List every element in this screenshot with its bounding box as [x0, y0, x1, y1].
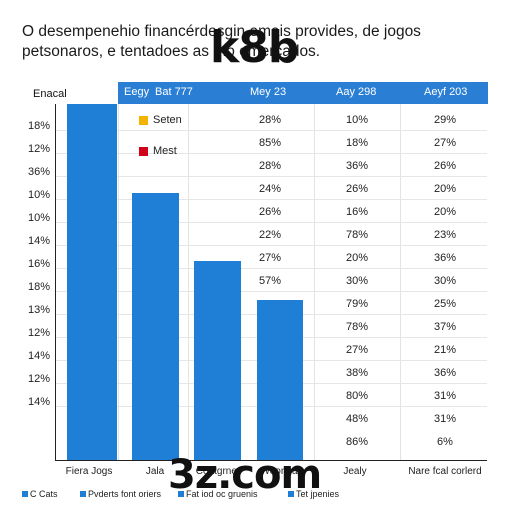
grid-line-horizontal — [55, 291, 487, 292]
table-cell: 28% — [258, 114, 282, 126]
table-cell: 10% — [345, 114, 369, 126]
table-cell: 79% — [345, 298, 369, 310]
y-tick-label: 12% — [28, 327, 51, 339]
grid-line-vertical — [118, 104, 119, 460]
footer-item-2: Fat iod oc gruenis — [186, 489, 258, 499]
x-label-2: Coatgrner — [195, 466, 241, 477]
grid-line-horizontal — [55, 153, 487, 154]
grid-line-horizontal — [55, 268, 487, 269]
table-cell: 20% — [345, 252, 369, 264]
footer-swatch-1 — [80, 491, 86, 497]
table-cell: 18% — [345, 137, 369, 149]
y-tick-label: 13% — [28, 304, 51, 316]
x-label-extra-0: Jealy — [343, 466, 367, 477]
header-col-3: Aay 298 — [336, 86, 377, 98]
header-col-0: Eegy — [124, 86, 150, 98]
table-cell: 30% — [345, 275, 369, 287]
table-cell: 26% — [433, 160, 457, 172]
bar-2 — [194, 260, 241, 460]
watermark-bottom: 3z.com — [168, 452, 322, 498]
x-label-0: Fiera Jogs — [65, 466, 113, 477]
bar-3 — [257, 299, 303, 460]
y-tick-label: 14% — [28, 350, 51, 362]
grid-line-vertical — [188, 104, 189, 460]
table-cell: 36% — [433, 252, 457, 264]
table-cell: 80% — [345, 390, 369, 402]
y-tick-label: 18% — [28, 120, 51, 132]
y-tick-label: 36% — [28, 166, 51, 178]
table-cell: 20% — [433, 183, 457, 195]
footer-swatch-0 — [22, 491, 28, 497]
grid-line-vertical — [314, 104, 315, 460]
y-tick-label: 14% — [28, 396, 51, 408]
footer-item-0: C Cats — [30, 489, 58, 499]
grid-line-horizontal — [55, 222, 487, 223]
table-cell: 85% — [258, 137, 282, 149]
table-cell: 22% — [258, 229, 282, 241]
table-cell: 78% — [345, 321, 369, 333]
table-cell: 37% — [433, 321, 457, 333]
bar-0 — [67, 104, 117, 460]
chart-title: O desempenehio financérdesgin emais prov… — [22, 23, 421, 60]
y-tick-label: 18% — [28, 281, 51, 293]
y-tick-label: 12% — [28, 143, 51, 155]
table-cell: 38% — [345, 367, 369, 379]
table-cell: 27% — [258, 252, 282, 264]
table-cell: 20% — [433, 206, 457, 218]
y-tick-label: 12% — [28, 373, 51, 385]
table-cell: 16% — [345, 206, 369, 218]
footer-item-1: Pvderts font oriers — [88, 489, 162, 499]
legend-label-seten: Seten — [153, 114, 182, 126]
grid-line-horizontal — [55, 199, 487, 200]
y-tick-label: 10% — [28, 189, 51, 201]
table-cell: 21% — [433, 344, 457, 356]
table-cell: 48% — [345, 413, 369, 425]
table-cell: 27% — [345, 344, 369, 356]
x-label-extra-1: Nare fcal corlerd — [408, 466, 482, 477]
footer-item-3: Tet jpenies — [296, 489, 340, 499]
grid-line-horizontal — [55, 176, 487, 177]
y-tick-label: 14% — [28, 235, 51, 247]
legend-label-mest: Mest — [153, 145, 177, 157]
footer-swatch-3 — [288, 491, 294, 497]
header-col-2: Mey 23 — [250, 86, 287, 98]
table-header-left: Enacal — [33, 88, 67, 100]
table-cell: 78% — [345, 229, 369, 241]
table-cell: 29% — [433, 114, 457, 126]
y-axis-line — [55, 104, 56, 460]
grid-line-horizontal — [55, 130, 487, 131]
table-cell: 31% — [433, 390, 457, 402]
table-cell: 26% — [258, 206, 282, 218]
legend-swatch-seten — [139, 116, 148, 125]
table-cell: 26% — [345, 183, 369, 195]
bar-1 — [132, 193, 179, 460]
table-cell: 25% — [433, 298, 457, 310]
x-label-1: Jala — [145, 466, 165, 477]
table-header-bar — [118, 82, 488, 104]
table-cell: 27% — [433, 137, 457, 149]
table-cell: 23% — [433, 229, 457, 241]
grid-line-horizontal — [55, 245, 487, 246]
table-cell: 31% — [433, 413, 457, 425]
table-cell: 30% — [433, 275, 457, 287]
x-axis-line — [55, 460, 487, 461]
legend-swatch-mest — [139, 147, 148, 156]
grid-line-vertical — [400, 104, 401, 460]
watermark-top: k8b — [210, 22, 299, 73]
table-cell: 24% — [258, 183, 282, 195]
table-cell: 6% — [437, 436, 453, 448]
x-label-3: Weonf a — [260, 466, 298, 477]
y-tick-label: 10% — [28, 212, 51, 224]
y-tick-label: 16% — [28, 258, 51, 270]
table-cell: 28% — [258, 160, 282, 172]
table-cell: 57% — [258, 275, 282, 287]
table-cell: 36% — [345, 160, 369, 172]
header-col-1: Bat 777 — [155, 86, 193, 98]
table-cell: 86% — [345, 436, 369, 448]
footer-swatch-2 — [178, 491, 184, 497]
header-col-4: Aeyf 203 — [424, 86, 468, 98]
table-cell: 36% — [433, 367, 457, 379]
